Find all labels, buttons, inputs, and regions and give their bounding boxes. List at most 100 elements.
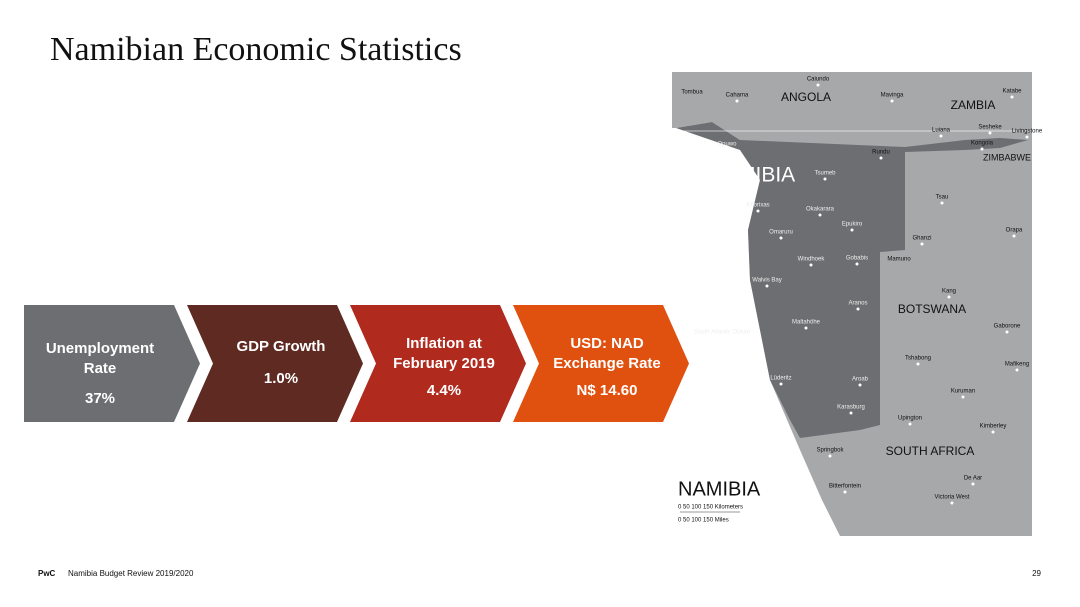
place-dot: [1010, 95, 1014, 99]
place-dot: [1012, 234, 1016, 238]
page-number: 29: [1032, 569, 1041, 578]
place-dot: [855, 262, 859, 266]
place-dot: [1025, 135, 1029, 139]
place-label: Mamuno: [887, 257, 911, 263]
place-label: Opuwo: [717, 142, 737, 148]
place-label: Tsau: [936, 195, 949, 201]
place-label: Aranos: [848, 301, 867, 307]
place-label: Kuruman: [951, 389, 975, 395]
place-label: Kongola: [971, 141, 994, 147]
place-label: Maltahöhe: [792, 320, 821, 326]
chevron-value: N$ 14.60: [577, 382, 638, 399]
place-dot: [971, 482, 975, 486]
place-dot: [735, 99, 739, 103]
place-dot: [765, 284, 769, 288]
place-label: Karasburg: [837, 405, 865, 411]
chevron-value: 37%: [85, 390, 115, 407]
place-dot: [828, 454, 832, 458]
scale-mi: 0 50 100 150 Miles: [678, 518, 729, 524]
place-dot: [816, 83, 820, 87]
chevron-value: 1.0%: [264, 370, 298, 387]
place-label: South Atlantic Ocean: [694, 330, 751, 336]
place-dot: [879, 156, 883, 160]
place-dot: [1005, 330, 1009, 334]
place-label: Omaruru: [769, 230, 793, 236]
place-dot: [980, 147, 984, 151]
place-dot: [779, 236, 783, 240]
place-dot: [950, 501, 954, 505]
scale-km: 0 50 100 150 Kilometers: [678, 505, 743, 511]
place-label: Livingstone: [1012, 129, 1043, 135]
place-label: ZIMBABWE: [983, 152, 1031, 162]
place-label: Epukiro: [842, 222, 863, 228]
place-label: Tsumeb: [814, 171, 836, 177]
place-label: Lüderitz: [770, 376, 791, 382]
chevron: [513, 305, 689, 422]
place-label: Mavinga: [881, 93, 904, 99]
place-dot: [823, 177, 827, 181]
place-dot: [916, 362, 920, 366]
chevron-label: Unemployment: [46, 340, 154, 357]
footer-brand: PwC: [38, 569, 56, 578]
place-dot: [850, 228, 854, 232]
place-label: Rundu: [872, 150, 890, 156]
place-label: Gaborone: [994, 324, 1021, 330]
chevron-label: February 2019: [393, 355, 495, 372]
chevron: [187, 305, 363, 422]
place-label: Walvis Bay: [752, 278, 781, 284]
place-label: Sesheke: [978, 125, 1002, 131]
chevron-label: USD: NAD: [570, 335, 643, 352]
place-label: SOUTH AFRICA: [886, 444, 975, 458]
place-label: Mafikeng: [1005, 362, 1029, 368]
slide-title: Namibian Economic Statistics: [50, 31, 462, 68]
place-dot: [908, 422, 912, 426]
place-label: Kang: [942, 289, 956, 295]
place-label: Victoria West: [934, 495, 969, 501]
place-dot: [991, 430, 995, 434]
chevron-label: Inflation at: [406, 335, 482, 352]
place-dot: [849, 411, 853, 415]
place-label: Bitterfontein: [829, 484, 861, 490]
place-label: Springbok: [816, 448, 844, 454]
namibia-region: [676, 122, 1028, 438]
place-label: ZAMBIA: [951, 98, 996, 112]
place-label: Luiana: [932, 128, 951, 134]
place-dot: [939, 134, 943, 138]
place-dot: [756, 209, 760, 213]
place-label: Orapa: [1006, 228, 1023, 234]
map-legend-title: NAMIBIA: [678, 478, 761, 500]
place-dot: [890, 99, 894, 103]
chevron-label: GDP Growth: [237, 338, 326, 355]
place-dot: [1015, 368, 1019, 372]
place-label: Aroab: [852, 377, 869, 383]
place-label: Kimberley: [980, 424, 1007, 430]
place-dot: [843, 490, 847, 494]
place-dot: [940, 201, 944, 205]
place-label: Gobabis: [846, 256, 868, 262]
map: [672, 72, 1032, 536]
chevron: [350, 305, 526, 422]
place-dot: [809, 263, 813, 267]
place-label: Katabe: [1002, 89, 1022, 95]
ocean: [672, 72, 840, 536]
place-dot: [961, 395, 965, 399]
place-dot: [947, 295, 951, 299]
place-label: Tshabong: [905, 356, 931, 362]
chevron-label: Rate: [84, 360, 117, 377]
place-label: ANGOLA: [781, 90, 831, 104]
place-dot: [920, 242, 924, 246]
place-dot: [988, 131, 992, 135]
place-dot: [858, 383, 862, 387]
chevron: [24, 305, 200, 422]
place-label: Khorixas: [746, 203, 769, 209]
place-label: Tombua: [681, 90, 703, 96]
place-dot: [725, 148, 729, 152]
chevron-value: 4.4%: [427, 382, 461, 399]
place-label: Cahama: [726, 93, 749, 99]
chevron-label: Exchange Rate: [553, 355, 661, 372]
place-label: Caiundo: [807, 77, 830, 83]
place-dot: [818, 213, 822, 217]
place-dot: [779, 382, 783, 386]
place-label: NAMIBIA: [709, 164, 795, 187]
